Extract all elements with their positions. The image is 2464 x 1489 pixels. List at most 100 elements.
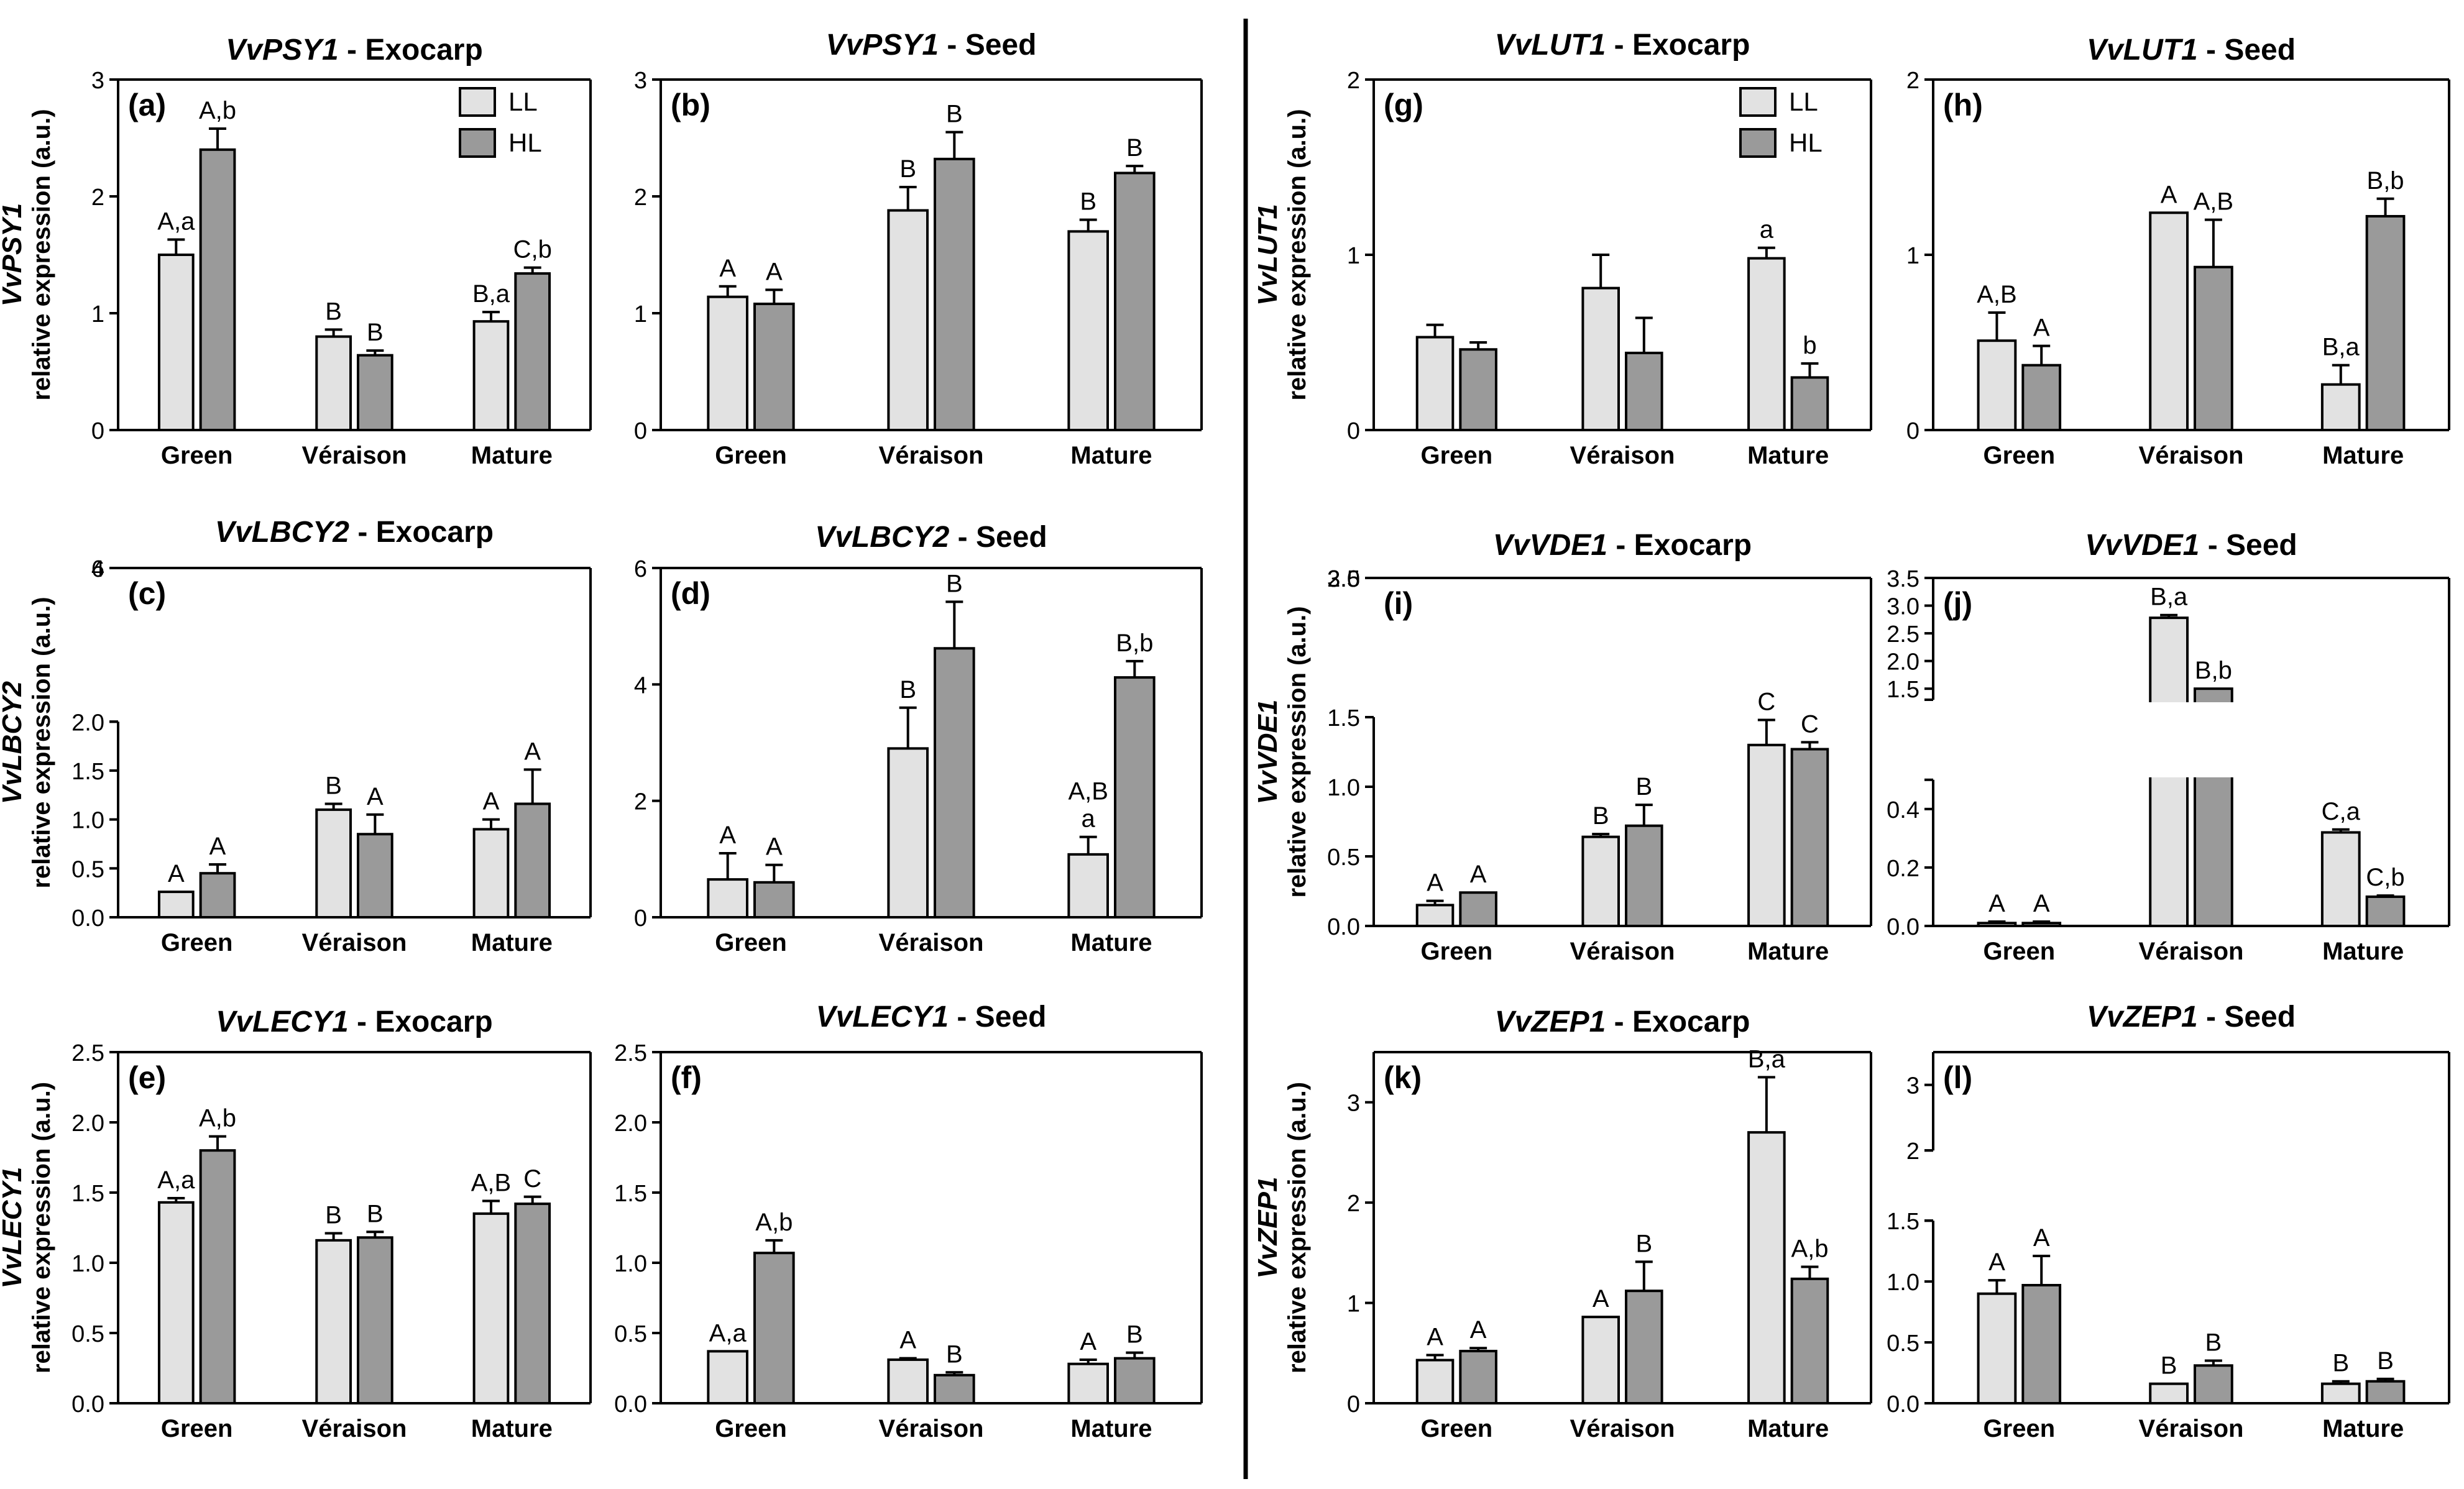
bar-ll <box>2149 1382 2189 1405</box>
y-tick-label: 2 <box>1347 68 1360 94</box>
significance-label: B <box>1126 1321 1143 1349</box>
significance-label: B <box>899 155 916 183</box>
significance-label: B <box>325 298 342 325</box>
significance-label: A,B <box>471 1170 511 1197</box>
y-axis-gene-label: VvZEP1 <box>1253 1177 1283 1279</box>
bar-hl <box>1459 1350 1497 1404</box>
panel-title: VvLUT1 - Exocarp <box>1495 29 1750 62</box>
bar-ll <box>887 209 929 431</box>
bar-ll <box>1581 286 1620 431</box>
significance-label: B <box>2332 1350 2349 1377</box>
y-tick-label: 1.0 <box>1327 775 1360 801</box>
bar-ll <box>157 891 195 919</box>
bar-hl <box>514 1203 551 1404</box>
significance-label: A,b <box>199 97 236 124</box>
significance-label: B <box>367 319 384 346</box>
significance-label: A <box>766 258 783 285</box>
title-tissue: - Seed <box>949 1001 1046 1033</box>
x-tick-label: Green <box>161 929 233 956</box>
panel-title: VvPSY1 - Seed <box>826 29 1037 62</box>
y-tick-label: 6 <box>634 556 647 582</box>
significance-label: C <box>1757 688 1775 715</box>
panel-i: VvVDE1 - Exocarp (i) 0.0 0.5 1.0 1.5 2.53.03.5… <box>1253 529 1872 965</box>
y-tick-label: 1.5 <box>1327 705 1360 731</box>
y-tick-label: 0.5 <box>71 856 104 882</box>
panel-label: (h) <box>1943 88 1983 122</box>
bar-ll <box>1747 1131 1786 1404</box>
y-tick-label: 0 <box>91 418 104 444</box>
significance-label: B <box>1080 188 1096 216</box>
significance-label: a <box>1082 805 1096 833</box>
x-tick-label: Green <box>715 929 787 956</box>
significance-label: A <box>1470 1316 1487 1344</box>
panel-c: VvLBCY2 - Exocarp (c) 0.0 0.5 1.0 1.5 2.0 46 VvL… <box>0 516 592 956</box>
significance-label: A <box>766 833 783 861</box>
bar-ll <box>2149 211 2189 431</box>
bar-hl <box>2021 1284 2062 1404</box>
y-axis-gene-label: VvLUT1 <box>1253 204 1283 306</box>
title-tissue: - Seed <box>2198 34 2296 66</box>
y-tick-label: 3.0 <box>1887 594 1919 620</box>
legend-label-hl: HL <box>508 128 542 157</box>
panel-e: VvLECY1 - Exocarp (e) 0.0 0.5 1.0 1.5 2.0 2.5 Vv… <box>0 1006 592 1442</box>
y-tick-label: 1 <box>634 301 647 328</box>
bar-ll <box>1977 922 2017 928</box>
significance-label: B,b <box>2367 167 2404 195</box>
bar-ll <box>1747 257 1786 431</box>
significance-label: B <box>325 1202 342 1229</box>
legend-swatch-ll <box>459 87 496 117</box>
bar-ll <box>1747 743 1786 928</box>
x-tick-label: Mature <box>471 929 553 956</box>
significance-label: A <box>1470 861 1487 888</box>
y-tick-label: 2.5 <box>1887 621 1919 648</box>
title-gene: VvLUT1 <box>1495 29 1606 62</box>
legend-label-ll: LL <box>508 87 538 116</box>
title-gene: VvLECY1 <box>216 1006 348 1038</box>
y-tick-label: 0.0 <box>614 1391 647 1418</box>
bar-ll <box>315 1239 352 1404</box>
y-tick-label: 0.5 <box>71 1321 104 1347</box>
y-axis-gene-label: VvPSY1 <box>0 203 27 306</box>
significance-label: C,b <box>513 236 552 263</box>
bar-hl <box>1625 351 1663 431</box>
panel-title: VvVDE1 - Seed <box>2085 529 2297 562</box>
significance-label: A,B <box>2194 188 2233 216</box>
bar-hl <box>753 881 795 919</box>
y-tick-label: 3 <box>1347 1091 1360 1117</box>
x-tick-label: Véraison <box>879 442 984 469</box>
title-tissue: - Exocarp <box>349 1006 493 1038</box>
title-gene: VvLECY1 <box>816 1001 949 1033</box>
panel-l: VvZEP1 - Seed (l) 0.0 0.5 1.0 1.5 2 3 Green AA Vér… <box>1887 1001 2450 1442</box>
significance-label: C,b <box>2366 864 2404 891</box>
significance-label: A,a <box>709 1319 747 1347</box>
panel-title: VvLECY1 - Exocarp <box>216 1006 493 1038</box>
x-tick-label: Mature <box>2322 938 2404 965</box>
y-axis-label: relative expression (a.u.) <box>28 109 55 400</box>
bar-ll <box>2320 1382 2361 1405</box>
bar-ll <box>1415 1358 1455 1404</box>
y-tick-label: 0 <box>634 905 647 932</box>
x-tick-label: Véraison <box>302 442 407 469</box>
y-axis-label: relative expression (a.u.) <box>28 1082 55 1373</box>
y-tick-label: 0.5 <box>1327 845 1360 871</box>
y-tick-label: 2 <box>634 789 647 815</box>
significance-label: C <box>1801 710 1819 738</box>
x-tick-label: Mature <box>1070 1415 1152 1442</box>
title-tissue: - Seed <box>2198 1001 2296 1033</box>
bar-hl <box>1114 676 1156 919</box>
x-tick-label: Green <box>715 442 787 469</box>
y-tick-label: 2 <box>634 185 647 211</box>
y-tick-label: 1.5 <box>1887 677 1919 703</box>
y-tick-label: 3 <box>1906 1073 1919 1099</box>
panel-h: VvLUT1 - Seed (h) 0 1 2 Green A,B A Véraison A A,B… <box>1906 34 2450 469</box>
bar-hl <box>1459 891 1497 927</box>
title-gene: VvPSY1 <box>226 34 338 66</box>
y-tick-label: 3.5 <box>1887 566 1919 592</box>
significance-label: A <box>209 833 226 860</box>
significance-label: B,a <box>1748 1045 1786 1073</box>
y-tick-label: 2 <box>91 185 104 211</box>
bar-hl <box>199 1149 236 1404</box>
significance-label: A <box>1988 1248 2005 1276</box>
x-tick-label: Véraison <box>302 1415 407 1442</box>
title-tissue: - Exocarp <box>349 516 494 549</box>
